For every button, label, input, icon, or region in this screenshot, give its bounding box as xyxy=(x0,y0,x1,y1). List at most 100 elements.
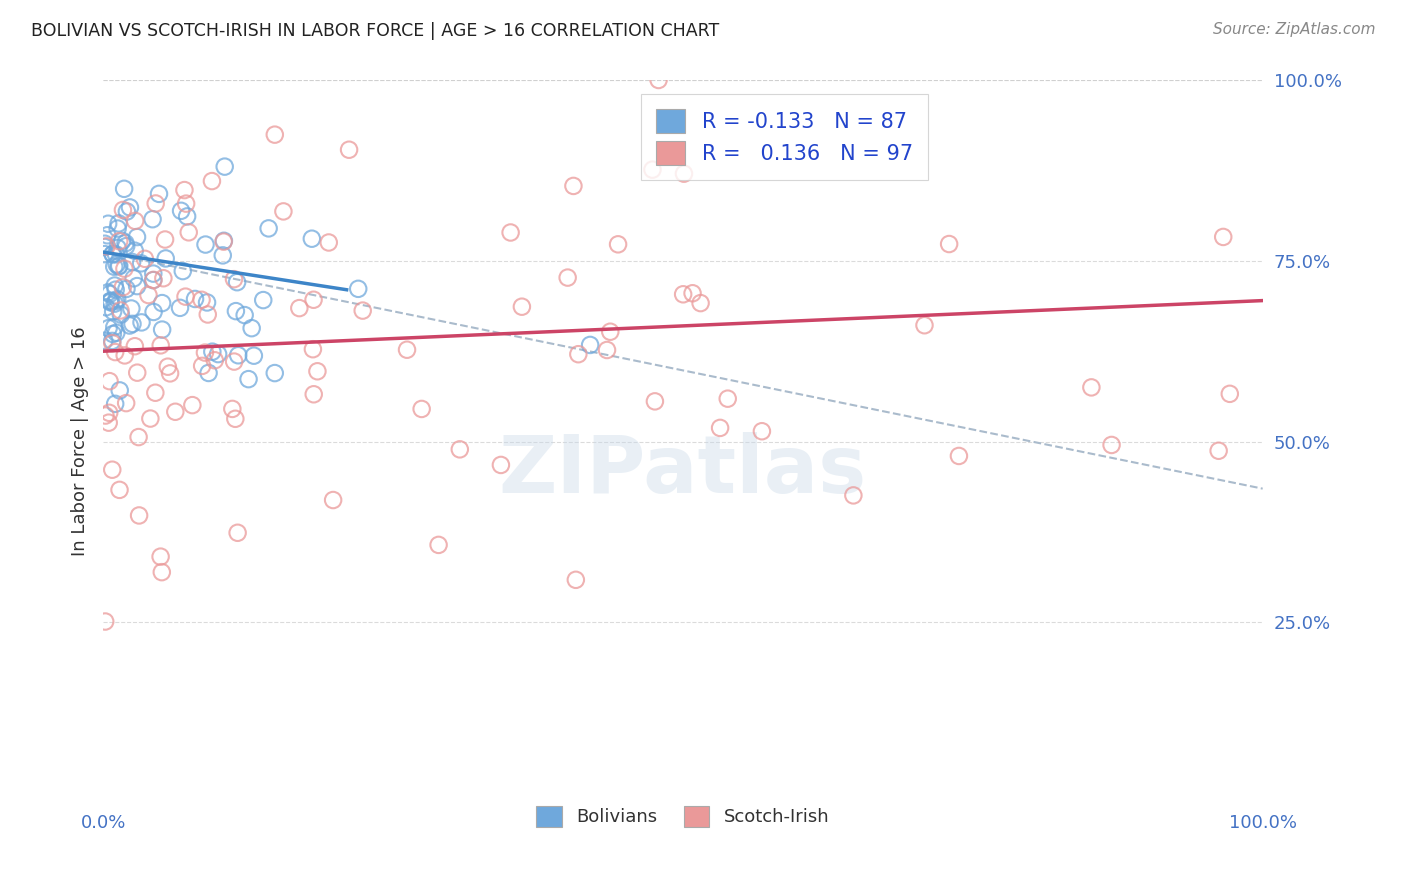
Point xyxy=(115,396,138,410)
Point xyxy=(93,247,115,261)
Point xyxy=(112,182,135,196)
Point xyxy=(111,202,134,217)
Point xyxy=(607,237,630,252)
Point xyxy=(108,483,131,497)
Point xyxy=(108,234,131,248)
Point xyxy=(1101,438,1123,452)
Point xyxy=(104,294,127,309)
Point xyxy=(207,347,229,361)
Point xyxy=(191,359,214,373)
Point xyxy=(195,295,218,310)
Point xyxy=(97,285,120,300)
Point xyxy=(115,282,138,296)
Point xyxy=(449,442,471,457)
Point xyxy=(427,538,450,552)
Text: ZIPatlas: ZIPatlas xyxy=(499,432,868,509)
Point xyxy=(641,162,664,177)
Point xyxy=(153,233,176,247)
Point xyxy=(115,239,138,253)
Point xyxy=(579,338,602,352)
Point xyxy=(101,326,124,341)
Point xyxy=(101,463,124,477)
Point xyxy=(322,493,344,508)
Point xyxy=(142,267,165,281)
Point xyxy=(124,244,146,258)
Point xyxy=(717,392,740,406)
Point xyxy=(97,321,120,335)
Point xyxy=(103,260,125,274)
Point xyxy=(159,367,181,381)
Point xyxy=(222,272,245,286)
Point xyxy=(104,283,127,297)
Point xyxy=(165,405,187,419)
Point xyxy=(105,326,128,340)
Point xyxy=(145,196,167,211)
Point xyxy=(224,411,246,425)
Point xyxy=(194,345,217,359)
Point xyxy=(150,322,173,336)
Point xyxy=(174,196,197,211)
Point xyxy=(152,271,174,285)
Point xyxy=(914,318,936,333)
Point xyxy=(238,372,260,386)
Point xyxy=(115,204,138,219)
Point xyxy=(263,366,285,380)
Point xyxy=(98,294,121,309)
Point xyxy=(257,221,280,235)
Point xyxy=(170,203,193,218)
Point xyxy=(114,236,136,251)
Point xyxy=(134,252,156,266)
Point xyxy=(557,270,579,285)
Point xyxy=(938,237,960,252)
Point xyxy=(149,338,172,352)
Point xyxy=(111,280,134,294)
Point xyxy=(1208,443,1230,458)
Point xyxy=(225,304,247,318)
Point xyxy=(124,339,146,353)
Point xyxy=(114,348,136,362)
Point xyxy=(101,247,124,261)
Point xyxy=(565,573,588,587)
Point xyxy=(1212,230,1234,244)
Point xyxy=(672,167,695,181)
Point xyxy=(128,508,150,523)
Point xyxy=(201,344,224,359)
Point xyxy=(98,295,121,310)
Point xyxy=(302,293,325,307)
Legend: Bolivians, Scotch-Irish: Bolivians, Scotch-Irish xyxy=(529,798,837,834)
Point xyxy=(214,160,236,174)
Point xyxy=(142,212,165,227)
Point xyxy=(174,290,197,304)
Point xyxy=(194,237,217,252)
Point xyxy=(139,411,162,425)
Point xyxy=(127,279,149,293)
Point xyxy=(96,239,118,253)
Point xyxy=(94,615,117,629)
Point xyxy=(131,315,153,329)
Y-axis label: In Labor Force | Age > 16: In Labor Force | Age > 16 xyxy=(72,326,89,557)
Point xyxy=(510,300,533,314)
Point xyxy=(1219,387,1241,401)
Point xyxy=(599,325,621,339)
Point xyxy=(201,174,224,188)
Point xyxy=(142,273,165,287)
Point xyxy=(104,278,127,293)
Point xyxy=(226,525,249,540)
Point xyxy=(150,565,173,579)
Point xyxy=(176,210,198,224)
Point xyxy=(181,398,204,412)
Point xyxy=(93,240,115,254)
Point xyxy=(138,288,160,302)
Point xyxy=(233,308,256,322)
Point xyxy=(150,296,173,310)
Point xyxy=(751,424,773,438)
Point xyxy=(101,247,124,261)
Point xyxy=(98,406,121,420)
Point xyxy=(395,343,418,357)
Point xyxy=(307,364,329,378)
Point xyxy=(98,287,121,301)
Point xyxy=(212,235,235,249)
Point xyxy=(142,305,165,319)
Point xyxy=(100,293,122,308)
Point xyxy=(273,204,295,219)
